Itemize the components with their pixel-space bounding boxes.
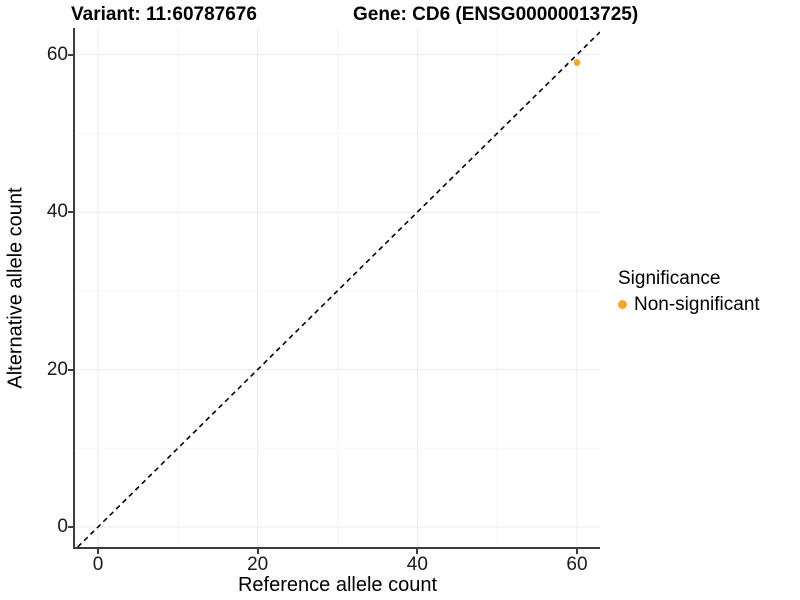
x-tick-label: 0 <box>92 554 104 575</box>
x-tick-label: 60 <box>566 554 588 575</box>
y-tick-label: 40 <box>46 201 68 223</box>
y-tick-label: 0 <box>57 516 68 537</box>
plot-title-variant: Variant: 11:60787676 <box>71 4 257 25</box>
x-axis-tick <box>576 549 578 554</box>
x-tick-label: 40 <box>406 554 428 575</box>
legend-point-icon <box>618 300 627 309</box>
legend-item-label: Non-significant <box>634 294 760 315</box>
y-axis-tick <box>68 526 73 528</box>
x-tick-label: 20 <box>247 554 269 575</box>
identity-line <box>77 31 600 547</box>
x-axis-tick <box>256 549 259 554</box>
x-axis-title: Reference allele count <box>237 574 437 596</box>
legend-title: Significance <box>618 268 721 289</box>
y-tick-label: 60 <box>46 43 68 65</box>
y-axis-tick <box>68 368 73 371</box>
plot-canvas <box>75 28 600 547</box>
legend: Significance Non-significant <box>618 268 760 315</box>
plot-title-gene: Gene: CD6 (ENSG00000013725) <box>353 4 639 25</box>
x-axis-tick <box>96 549 99 554</box>
plot-panel <box>73 28 600 549</box>
data-point <box>573 59 581 66</box>
x-axis-tick <box>416 549 419 554</box>
y-axis-tick <box>68 53 73 56</box>
y-tick-label: 20 <box>46 358 68 380</box>
y-axis-tick <box>68 211 73 214</box>
legend-item-non-significant: Non-significant <box>618 294 760 315</box>
